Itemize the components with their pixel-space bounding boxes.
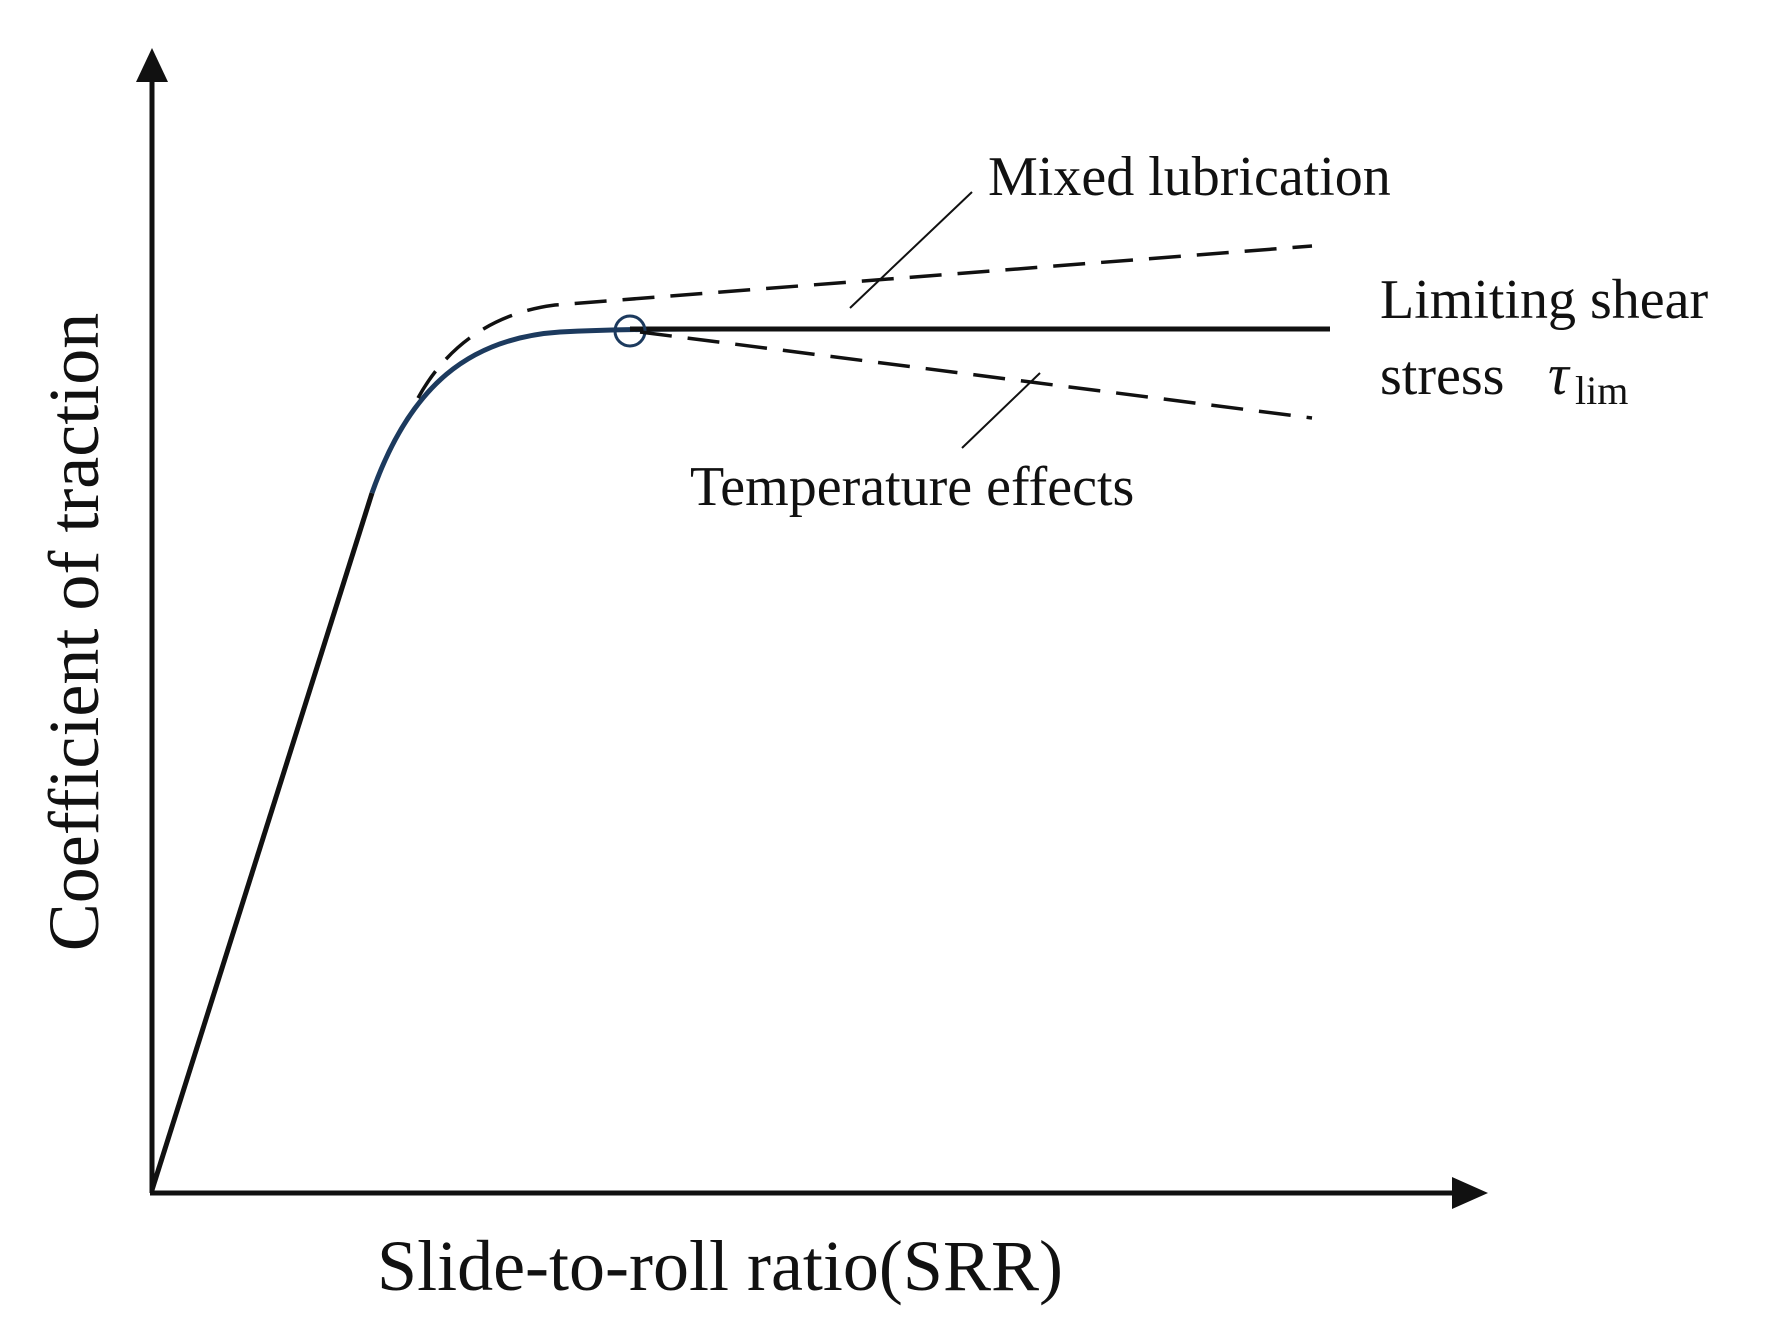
linear-region-line (149, 492, 375, 1191)
limiting-shear-label-line2: stress τ lim (1380, 342, 1628, 413)
mixed-lubrication-label: Mixed lubrication (988, 146, 1391, 208)
tau-subscript: lim (1575, 368, 1628, 413)
mixed-lubrication-leader-line (849, 191, 973, 309)
x-axis-title: Slide-to-roll ratio(SRR) (377, 1226, 1063, 1306)
mixed-lubrication-dashed-curve (416, 244, 1313, 399)
temperature-effects-label: Temperature effects (690, 456, 1134, 518)
y-axis-arrowhead (136, 48, 168, 82)
nonlinear-transition-curve (369, 326, 726, 494)
temperature-effects-dashed-line (639, 330, 1313, 420)
stress-label: stress (1380, 345, 1504, 407)
limiting-shear-label-line1: Limiting shear (1380, 269, 1709, 331)
y-axis-title: Coefficient of traction (34, 313, 114, 951)
tau-symbol: τ (1548, 342, 1571, 407)
x-axis-arrowhead (1452, 1177, 1488, 1209)
axes (136, 48, 1488, 1209)
temperature-effects-leader-line (961, 372, 1041, 449)
